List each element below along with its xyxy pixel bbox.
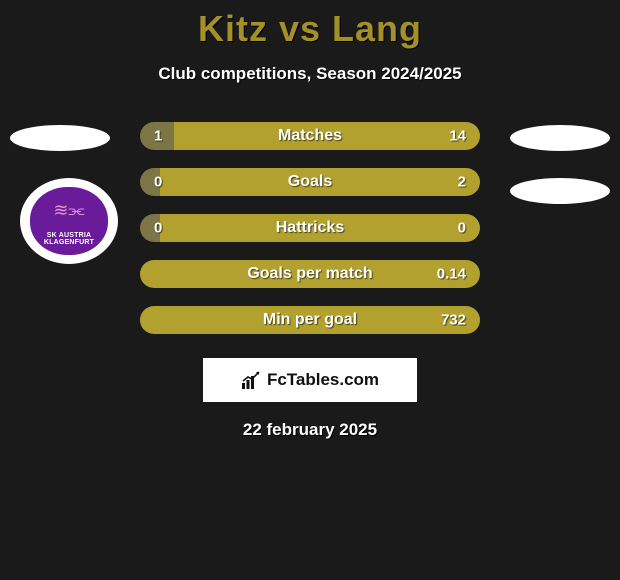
- club-badge-inner: ≋⫘ SK AUSTRIA KLAGENFURT: [30, 187, 108, 255]
- club-badge-text: SK AUSTRIA KLAGENFURT: [30, 232, 108, 247]
- stat-bar: Hattricks00: [140, 214, 480, 242]
- stat-bar: Goals02: [140, 168, 480, 196]
- comparison-bars: Matches114 Goals02 Hattricks00 Goals per ma…: [140, 122, 480, 334]
- right-club-placeholder: [510, 178, 610, 204]
- club-badge-line2: KLAGENFURT: [44, 239, 94, 246]
- club-badge-emblem-icon: ≋⫘: [53, 201, 84, 219]
- subtitle: Club competitions, Season 2024/2025: [0, 64, 620, 84]
- branding-text: FcTables.com: [267, 370, 379, 390]
- page-title: Kitz vs Lang: [0, 0, 620, 50]
- stat-bar: Min per goal732: [140, 306, 480, 334]
- right-player-placeholder: [510, 125, 610, 151]
- branding-chart-icon: [241, 370, 261, 390]
- stat-bar: Matches114: [140, 122, 480, 150]
- stat-bar-left-fill: [140, 214, 160, 242]
- stat-bar-left-fill: [140, 122, 174, 150]
- date-label: 22 february 2025: [0, 420, 620, 440]
- stat-bar: Goals per match0.14: [140, 260, 480, 288]
- stat-bar-left-fill: [140, 168, 160, 196]
- stat-bar-right-fill: [140, 306, 480, 334]
- club-badge-line1: SK AUSTRIA: [47, 232, 92, 239]
- stat-bar-right-fill: [160, 214, 480, 242]
- stat-bar-right-fill: [140, 260, 480, 288]
- left-club-badge: ≋⫘ SK AUSTRIA KLAGENFURT: [20, 178, 118, 264]
- branding-box: FcTables.com: [203, 358, 417, 402]
- left-player-placeholder: [10, 125, 110, 151]
- stat-bar-right-fill: [174, 122, 480, 150]
- stat-bar-right-fill: [160, 168, 480, 196]
